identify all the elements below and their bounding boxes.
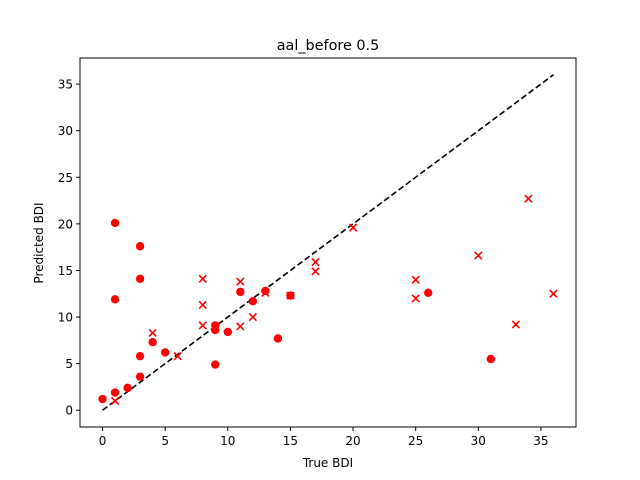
x-point bbox=[348, 223, 358, 232]
x-tick-label: 35 bbox=[533, 434, 548, 448]
x-point bbox=[261, 288, 270, 297]
x-point bbox=[148, 328, 157, 338]
x-point bbox=[474, 251, 483, 260]
reference-line-layer bbox=[102, 74, 554, 411]
circle-point bbox=[135, 274, 145, 284]
x-tick-label: 30 bbox=[471, 434, 486, 448]
circle-point bbox=[486, 354, 496, 364]
circle-point bbox=[160, 348, 170, 357]
y-tick-label: 30 bbox=[58, 124, 73, 138]
x-point bbox=[198, 321, 207, 330]
y-tick-label: 35 bbox=[58, 78, 73, 92]
y-tick-label: 20 bbox=[58, 217, 73, 231]
x-point bbox=[511, 320, 521, 329]
circle-point bbox=[223, 327, 232, 337]
circle-point bbox=[236, 287, 245, 297]
x-point bbox=[236, 277, 245, 286]
circle-point bbox=[110, 388, 120, 397]
y-tick-label: 15 bbox=[58, 264, 73, 278]
x-point bbox=[311, 267, 320, 276]
circle-point bbox=[110, 218, 120, 228]
circle-point bbox=[261, 286, 270, 296]
y-tick-label: 25 bbox=[58, 171, 73, 185]
x-tick-label: 15 bbox=[283, 434, 298, 448]
circle-point bbox=[135, 242, 145, 251]
circle-point bbox=[135, 351, 145, 361]
circle-point bbox=[98, 394, 107, 404]
x-point bbox=[173, 352, 182, 361]
data-markers-layer bbox=[98, 194, 558, 406]
circle-point bbox=[248, 297, 258, 306]
circle-point bbox=[211, 360, 220, 369]
circle-point bbox=[148, 338, 157, 347]
x-point bbox=[236, 322, 245, 331]
x-point bbox=[411, 294, 420, 303]
axes-layer: 0 5 10 15 20 25 30 35 0 5 10 15 20 25 30 35 bbox=[58, 57, 577, 448]
circle-point bbox=[110, 295, 120, 304]
x-tick-label: 20 bbox=[345, 434, 360, 448]
chart-title: aal_before 0.5 bbox=[277, 38, 380, 54]
circle-point bbox=[424, 288, 433, 298]
plot-frame bbox=[79, 57, 577, 428]
x-point bbox=[311, 257, 320, 267]
x-point bbox=[286, 291, 295, 300]
x-tick-label: 0 bbox=[99, 434, 107, 448]
x-point bbox=[549, 289, 558, 298]
y-tick-label: 0 bbox=[65, 404, 73, 418]
x-point bbox=[198, 300, 207, 310]
circle-point bbox=[273, 334, 283, 343]
circle-point bbox=[123, 383, 132, 393]
y-tick-label: 10 bbox=[58, 311, 73, 325]
x-tick-label: 5 bbox=[161, 434, 169, 448]
x-axis-title: True BDI bbox=[302, 456, 353, 470]
x-tick-label: 25 bbox=[408, 434, 423, 448]
y-tick-label: 5 bbox=[65, 357, 73, 371]
x-point bbox=[198, 274, 207, 284]
circle-point bbox=[135, 372, 145, 381]
reference-line bbox=[102, 74, 554, 411]
x-point bbox=[524, 194, 533, 203]
x-tick-label: 10 bbox=[220, 434, 235, 448]
y-axis-title: Predicted BDI bbox=[32, 202, 46, 283]
x-point bbox=[211, 322, 220, 331]
x-point bbox=[411, 275, 420, 284]
x-point bbox=[248, 312, 258, 322]
x-point bbox=[110, 396, 120, 406]
